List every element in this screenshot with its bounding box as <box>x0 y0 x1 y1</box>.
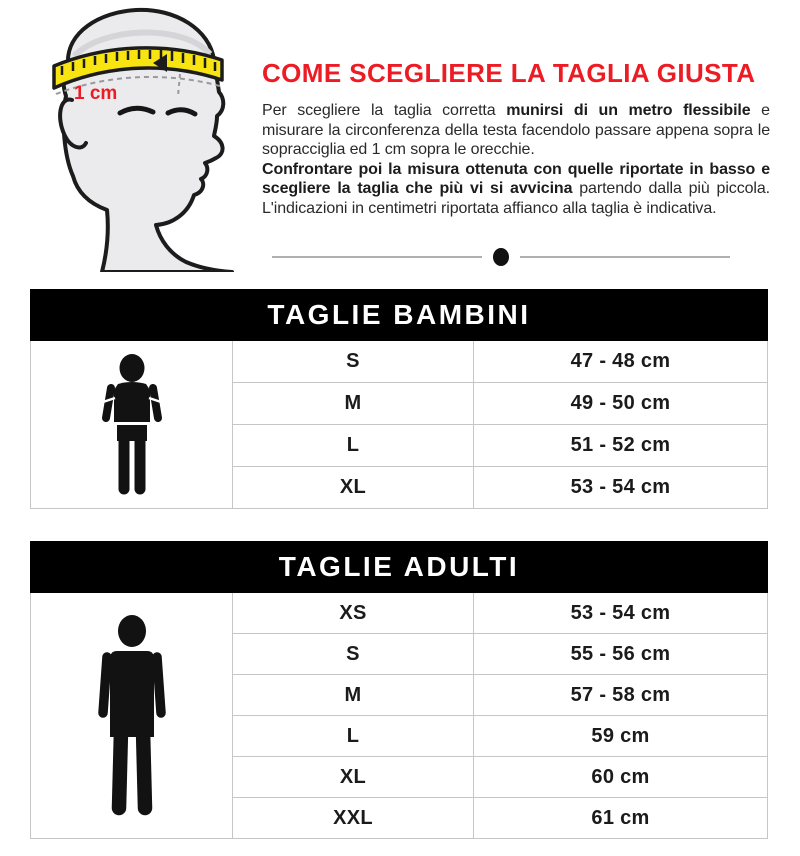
adult-size-table: TAGLIE ADULTI XS 53 - 54 cm S 55 - 56 cm <box>30 541 768 839</box>
child-pictogram-icon <box>31 341 233 508</box>
head-with-measuring-tape-icon: 1 cm <box>52 7 234 274</box>
size-label: L <box>233 716 474 756</box>
size-label: XL <box>233 467 474 508</box>
intro-p1-text: Per scegliere la taglia corretta <box>262 102 507 119</box>
intro-paragraph-2: Confrontare poi la misura ottenuta con q… <box>262 160 770 219</box>
size-label: S <box>233 341 474 382</box>
kids-size-row-m: M 49 - 50 cm <box>233 382 767 424</box>
adult-size-row-m: M 57 - 58 cm <box>233 674 767 715</box>
one-cm-label: 1 cm <box>74 83 117 104</box>
size-range: 60 cm <box>591 765 650 788</box>
divider-line-left <box>272 256 482 258</box>
size-label: M <box>233 675 474 715</box>
intro-p2-text: partendo dalla più piccola. L'indicazion… <box>262 180 770 217</box>
adult-table-title: TAGLIE ADULTI <box>30 541 768 593</box>
kids-size-row-l: L 51 - 52 cm <box>233 424 767 466</box>
intro-p1-text-2: e misurare la circonferenza della testa … <box>262 102 770 158</box>
head-measurement-illustration: 1 cm <box>8 0 258 274</box>
size-range: 53 - 54 cm <box>570 476 671 498</box>
intro-section: COME SCEGLIERE LA TAGLIA GIUSTA Per sceg… <box>262 58 770 218</box>
size-range: 59 cm <box>591 724 650 747</box>
intro-p1-bold: munirsi di un metro flessibile <box>506 102 751 119</box>
size-range: 55 - 56 cm <box>570 642 671 665</box>
adult-size-row-xxl: XXL 61 cm <box>233 797 767 838</box>
kids-size-row-s: S 47 - 48 cm <box>233 341 767 382</box>
adult-pictogram-icon <box>31 593 233 838</box>
size-label: M <box>233 383 474 424</box>
kids-size-row-xl: XL 53 - 54 cm <box>233 466 767 508</box>
kids-table-title: TAGLIE BAMBINI <box>30 289 768 341</box>
adult-size-row-s: S 55 - 56 cm <box>233 633 767 674</box>
size-range: 57 - 58 cm <box>570 683 671 706</box>
size-range: 61 cm <box>591 806 650 829</box>
size-range: 53 - 54 cm <box>570 601 671 624</box>
kids-size-table: TAGLIE BAMBINI S 47 - 48 cm <box>30 289 768 509</box>
size-label: XS <box>233 593 474 633</box>
page-title: COME SCEGLIERE LA TAGLIA GIUSTA <box>262 58 756 88</box>
size-label: XL <box>233 757 474 797</box>
section-divider <box>272 248 730 266</box>
size-label: L <box>233 425 474 466</box>
intro-paragraph-1: Per scegliere la taglia corretta munirsi… <box>262 101 770 160</box>
adult-size-row-l: L 59 cm <box>233 715 767 756</box>
divider-dot-icon <box>493 248 509 266</box>
size-range: 49 - 50 cm <box>570 392 671 414</box>
intro-p2-bold: Confrontare poi la misura ottenuta con q… <box>262 160 770 198</box>
adult-size-row-xs: XS 53 - 54 cm <box>233 593 767 633</box>
adult-size-row-xl: XL 60 cm <box>233 756 767 797</box>
size-range: 47 - 48 cm <box>570 350 671 372</box>
size-label: XXL <box>233 798 474 838</box>
size-range: 51 - 52 cm <box>570 434 671 456</box>
size-label: S <box>233 634 474 674</box>
divider-line-right <box>520 256 730 258</box>
